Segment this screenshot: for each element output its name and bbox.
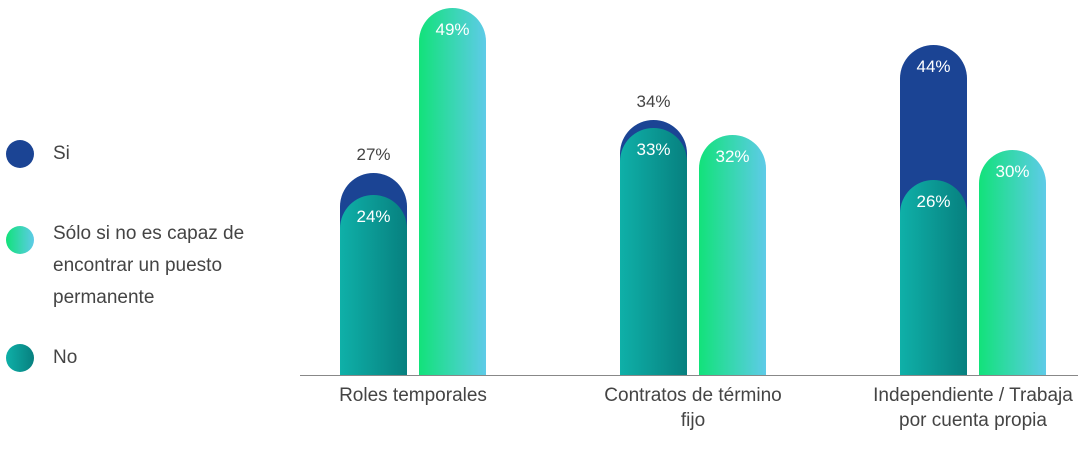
bar — [620, 127, 687, 375]
value-label: 30% — [995, 162, 1030, 182]
x-tick-label: Roles temporales — [339, 385, 487, 406]
value-label: 49% — [435, 20, 470, 39]
value-label: 24% — [356, 207, 391, 227]
bar — [340, 195, 407, 375]
baseline — [300, 375, 1078, 376]
value-label: 33% — [636, 139, 671, 159]
value-label: 44% — [916, 57, 951, 77]
legend-label: Sólo si no es capaz de encontrar un pues… — [53, 223, 245, 308]
legend-swatch — [6, 140, 34, 168]
value-label: 32% — [715, 147, 750, 167]
value-label: 27% — [356, 144, 391, 164]
x-tick-label: Independiente / Trabaja por cuenta propi… — [873, 385, 1073, 431]
value-label: 34% — [636, 92, 671, 112]
legend-swatch — [6, 226, 34, 254]
bar — [900, 180, 967, 375]
legend-label: Si — [53, 143, 70, 164]
x-tick-label: Contratos de término fijo — [604, 385, 782, 431]
legend-swatch — [6, 344, 34, 372]
bar — [979, 150, 1046, 375]
value-label: 26% — [916, 192, 951, 212]
bar — [419, 8, 486, 375]
bar — [699, 135, 766, 375]
legend-label: No — [53, 347, 78, 368]
